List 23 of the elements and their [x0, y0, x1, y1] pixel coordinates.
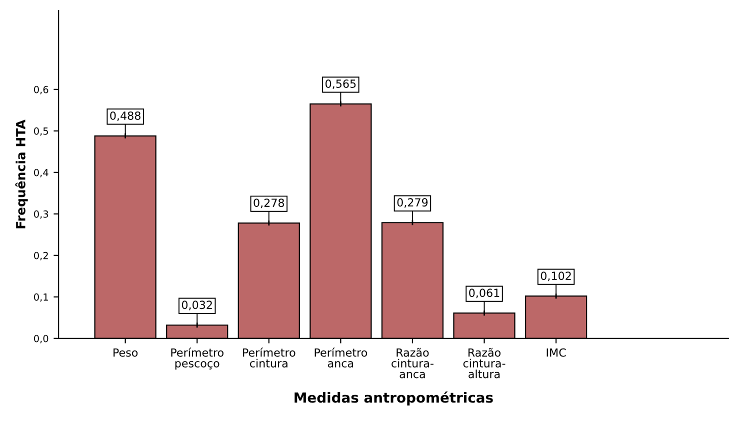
x-tick-label: Razão cintura- anca: [392, 348, 434, 378]
data-label: 0,278: [254, 198, 284, 208]
data-label: 0,102: [540, 272, 571, 282]
y-axis-title: Frequência HTA: [15, 120, 28, 228]
y-tick-label: 0,3: [34, 210, 48, 219]
x-tick-label: Perímetro pescoço: [171, 348, 224, 370]
data-label: 0,032: [182, 300, 212, 310]
x-tick-label: IMC: [546, 348, 566, 357]
y-tick-label: 0,1: [34, 293, 48, 302]
y-tick-label: 0,2: [34, 252, 48, 260]
data-label: 0,565: [326, 79, 356, 90]
data-label: 0,279: [397, 198, 428, 208]
x-axis-title: Medidas antropométricas: [294, 391, 493, 406]
x-tick-label: Razão cintura- altura: [463, 348, 506, 378]
x-tick-label: Peso: [114, 348, 138, 357]
y-tick-label: 0,0: [34, 334, 48, 344]
y-tick-label: 0,6: [34, 86, 48, 94]
data-label: 0,488: [110, 111, 140, 121]
x-tick-label: Perímetro anca: [314, 348, 368, 368]
y-tick-label: 0,4: [34, 168, 48, 178]
data-label: 0,061: [469, 288, 500, 298]
x-tick-label: Perímetro cintura: [243, 348, 296, 368]
y-tick-label: 0,5: [34, 127, 48, 136]
